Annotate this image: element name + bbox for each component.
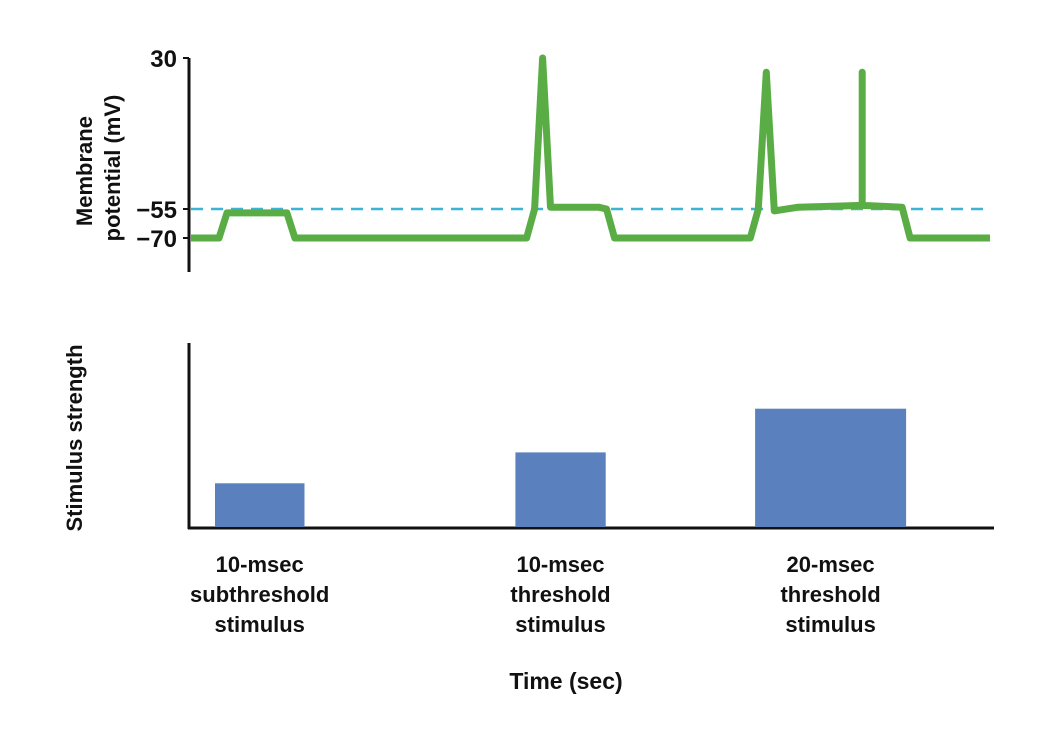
top-y-tick-label: −70 [136,226,177,253]
bottom-x-axis-label: Time (sec) [509,668,622,694]
stimulus-label-line: 20-msec [787,552,875,577]
stimulus-label-line: threshold [780,582,880,607]
stimulus-label-line: stimulus [214,612,304,637]
bottom-y-axis-label: Stimulus strength [62,344,87,531]
stimulus-label-line: 10-msec [516,552,604,577]
stimulus-label: 20-msec threshold stimulus [780,552,880,637]
stimulus-label-line: threshold [510,582,610,607]
membrane-potential-panel: Membrane potential (mV) 30 −55−70 [72,46,990,272]
stimulus-label: 10-msec subthreshold stimulus [190,552,329,637]
top-y-tick-label: −55 [136,197,177,224]
top-y-tick-label: 30 [150,46,177,73]
top-y-axis-label: Membrane potential (mV) [72,95,125,242]
stimulus-labels: 10-msec subthreshold stimulus 10-msec thresh… [190,552,881,637]
stimulus-strength-panel: Stimulus strength 10-msec subthreshold sti… [62,343,994,694]
top-y-ticks: 30 −55−70 [136,46,189,253]
stimulus-bar [215,483,305,527]
stimulus-label: 10-msec threshold stimulus [510,552,610,637]
stimulus-label-line: stimulus [785,612,875,637]
membrane-potential-trace [191,54,990,242]
stimulus-label-line: stimulus [515,612,605,637]
stimulus-bars [215,408,907,527]
stimulus-bar [515,452,606,527]
stimulus-label-line: subthreshold [190,582,329,607]
stimulus-label-line: 10-msec [216,552,304,577]
stimulus-bar [755,408,907,527]
